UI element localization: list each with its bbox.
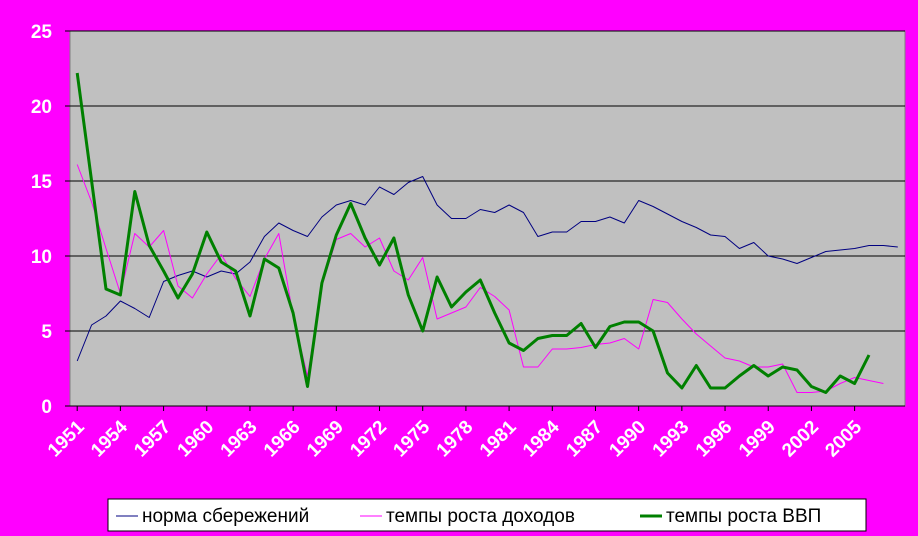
y-tick-label: 15 <box>31 172 53 193</box>
y-tick-label: 20 <box>31 97 52 118</box>
plot-area <box>69 30 906 407</box>
series-line <box>76 176 898 362</box>
y-tick-label: 25 <box>31 22 53 43</box>
series-line <box>75 72 871 394</box>
y-tick-label: 10 <box>31 247 52 268</box>
legend-label: норма сбережений <box>142 506 309 527</box>
legend-label: темпы роста ВВП <box>666 506 821 527</box>
y-tick-label: 5 <box>41 322 52 343</box>
series-line <box>76 164 884 393</box>
legend <box>107 498 867 532</box>
y-tick-label: 0 <box>41 397 52 418</box>
legend-label: темпы роста доходов <box>386 506 575 527</box>
